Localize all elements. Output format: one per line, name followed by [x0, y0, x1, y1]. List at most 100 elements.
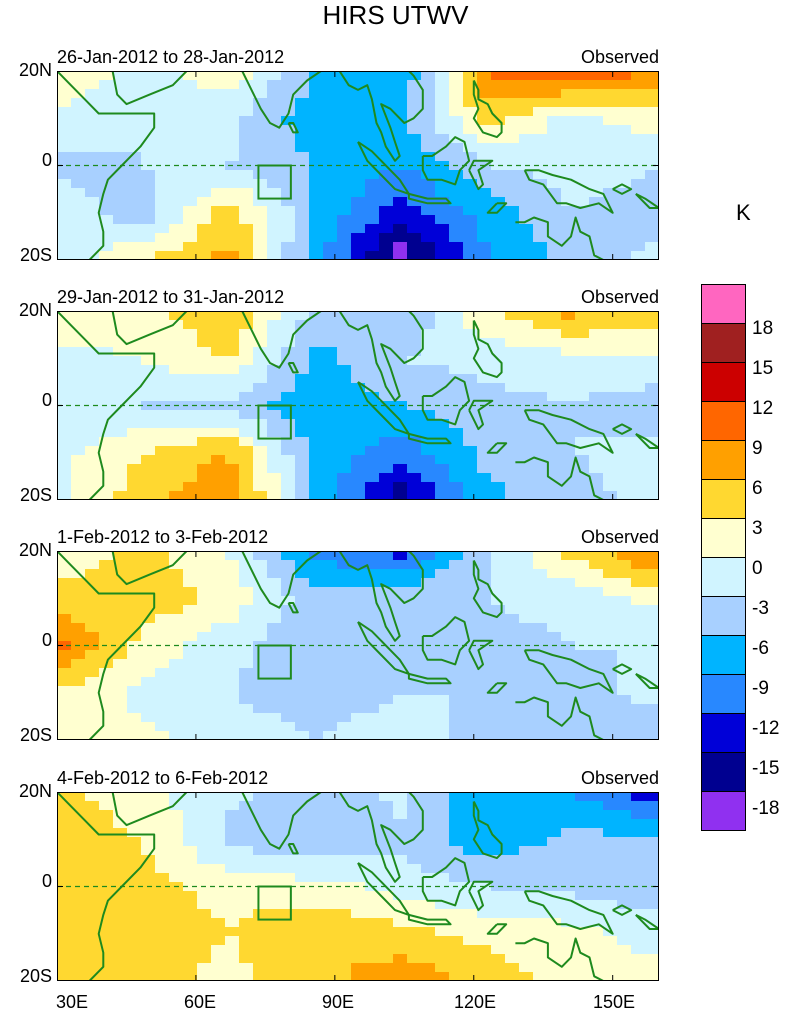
anomaly-cell	[309, 873, 324, 883]
anomaly-cell	[575, 143, 590, 153]
anomaly-cell	[617, 365, 632, 375]
anomaly-cell	[295, 578, 310, 588]
anomaly-cell	[337, 731, 352, 740]
anomaly-cell	[71, 383, 86, 393]
anomaly-cell	[155, 596, 170, 606]
anomaly-cell	[71, 179, 86, 189]
anomaly-cell	[85, 464, 100, 474]
anomaly-cell	[71, 491, 86, 500]
anomaly-cell	[435, 134, 450, 144]
anomaly-cell	[351, 686, 366, 696]
anomaly-cell	[127, 473, 142, 483]
anomaly-cell	[309, 909, 324, 919]
anomaly-cell	[603, 311, 618, 321]
anomaly-cell	[281, 152, 296, 162]
anomaly-cell	[337, 320, 352, 330]
anomaly-cell	[155, 650, 170, 660]
anomaly-cell	[365, 945, 380, 955]
anomaly-cell	[323, 98, 338, 108]
anomaly-cell	[533, 551, 548, 561]
anomaly-cell	[169, 410, 184, 420]
anomaly-cell	[365, 792, 380, 802]
anomaly-cell	[575, 891, 590, 901]
anomaly-cell	[323, 446, 338, 456]
anomaly-cell	[309, 446, 324, 456]
anomaly-cell	[267, 116, 282, 126]
anomaly-cell	[533, 731, 548, 740]
anomaly-cell	[351, 900, 366, 910]
anomaly-cell	[645, 927, 659, 937]
anomaly-cell	[449, 810, 464, 820]
anomaly-cell	[533, 251, 548, 260]
anomaly-cell	[239, 464, 254, 474]
anomaly-cell	[169, 623, 184, 633]
anomaly-cell	[197, 356, 212, 366]
anomaly-cell	[155, 170, 170, 180]
anomaly-cell	[645, 873, 659, 883]
anomaly-cell	[519, 623, 534, 633]
anomaly-cell	[631, 659, 646, 669]
anomaly-cell	[505, 320, 520, 330]
anomaly-cell	[183, 596, 198, 606]
anomaly-cell	[421, 170, 436, 180]
anomaly-cell	[155, 578, 170, 588]
anomaly-cell	[379, 446, 394, 456]
anomaly-cell	[309, 731, 324, 740]
colorbar-label: -6	[752, 638, 769, 659]
anomaly-cell	[645, 116, 659, 126]
anomaly-cell	[183, 972, 198, 981]
anomaly-cell	[463, 365, 478, 375]
anomaly-cell	[295, 695, 310, 705]
anomaly-cell	[617, 792, 632, 802]
map-frame	[57, 311, 659, 500]
anomaly-cell	[645, 242, 659, 252]
anomaly-cell	[309, 107, 324, 117]
anomaly-cell	[57, 641, 72, 651]
anomaly-cell	[561, 909, 576, 919]
anomaly-cell	[127, 587, 142, 597]
anomaly-cell	[561, 428, 576, 438]
anomaly-cell	[533, 632, 548, 642]
anomaly-cell	[477, 374, 492, 384]
anomaly-cell	[393, 918, 408, 928]
anomaly-cell	[155, 215, 170, 225]
anomaly-cell	[141, 569, 156, 579]
coastline	[111, 551, 188, 586]
anomaly-cell	[183, 918, 198, 928]
anomaly-cell	[211, 677, 226, 687]
anomaly-cell	[183, 810, 198, 820]
anomaly-cell	[575, 419, 590, 429]
anomaly-cell	[589, 936, 604, 946]
anomaly-cell	[365, 134, 380, 144]
anomaly-cell	[309, 329, 324, 339]
anomaly-cell	[169, 134, 184, 144]
anomaly-cell	[197, 215, 212, 225]
anomaly-cell	[561, 410, 576, 420]
anomaly-cell	[449, 80, 464, 90]
anomaly-cell	[463, 623, 478, 633]
anomaly-cell	[603, 722, 618, 732]
anomaly-cell	[169, 356, 184, 366]
anomaly-cell	[183, 945, 198, 955]
anomaly-cell	[449, 560, 464, 570]
anomaly-cell	[407, 819, 422, 829]
anomaly-cell	[561, 936, 576, 946]
anomaly-cell	[561, 188, 576, 198]
anomaly-cell	[477, 233, 492, 243]
anomaly-cell	[337, 846, 352, 856]
anomaly-cell	[71, 801, 86, 811]
anomaly-cell	[197, 233, 212, 243]
anomaly-cell	[225, 428, 240, 438]
anomaly-cell	[113, 686, 128, 696]
anomaly-cell	[547, 560, 562, 570]
anomaly-cell	[71, 722, 86, 732]
anomaly-cell	[127, 446, 142, 456]
anomaly-cell	[393, 909, 408, 919]
anomaly-cell	[183, 206, 198, 216]
anomaly-cell	[127, 882, 142, 892]
anomaly-cell	[85, 677, 100, 687]
anomaly-cell	[113, 918, 128, 928]
anomaly-cell	[113, 560, 128, 570]
anomaly-cell	[141, 410, 156, 420]
anomaly-cell	[645, 659, 659, 669]
